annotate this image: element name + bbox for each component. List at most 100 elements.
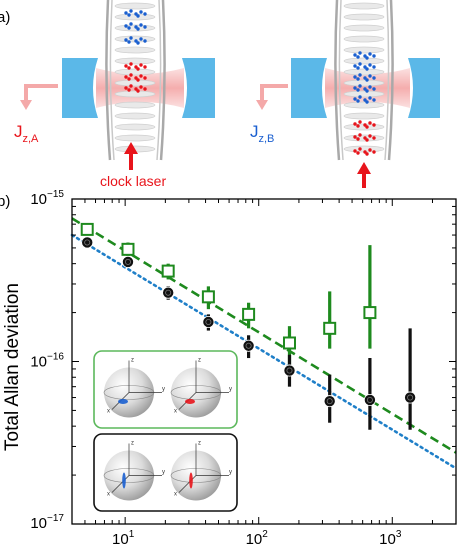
atom: [368, 63, 372, 67]
atom: [356, 77, 360, 81]
y-tick-label: 10−15: [30, 189, 64, 208]
atom: [353, 75, 357, 79]
bloch-axis-label: z: [131, 358, 134, 364]
lattice-site: [343, 13, 385, 21]
clock-laser-arrowhead: [124, 142, 138, 154]
atom: [139, 23, 143, 27]
circle-marker: [162, 286, 175, 299]
atom: [353, 149, 357, 153]
mirror-right-a: [182, 58, 215, 118]
atom: [358, 133, 362, 137]
plot-area: z y x z y x z y x z y x 101 102 103 10−15 10−16 10−17: [30, 189, 458, 548]
atom: [353, 53, 357, 57]
tick-labels: 101 102 103 10−15 10−16 10−17: [30, 189, 401, 548]
bloch-inset: z y x z y x: [93, 350, 238, 429]
atom: [358, 84, 362, 88]
circle-marker-ring: [407, 394, 414, 401]
atom: [368, 134, 372, 138]
atom: [368, 148, 372, 152]
atom: [127, 13, 131, 17]
mirror-left-b: [291, 58, 327, 118]
bloch-x-axis: [111, 475, 130, 493]
atom: [356, 124, 360, 128]
atom: [129, 84, 133, 88]
readout-path-b: [260, 84, 288, 102]
atom: [372, 136, 376, 140]
atom: [372, 65, 376, 69]
atom: [124, 75, 128, 79]
atom: [356, 88, 360, 92]
atom: [143, 39, 147, 43]
atom: [139, 37, 143, 41]
circle-marker: [202, 316, 215, 329]
atom: [372, 76, 376, 80]
circle-marker-ring: [366, 396, 373, 403]
circle-marker: [363, 393, 376, 406]
circle-marker: [404, 391, 417, 404]
atom: [129, 62, 133, 66]
lattice-site: [343, 35, 385, 43]
spin-distribution: [185, 399, 195, 404]
square-marker: [242, 307, 256, 321]
atom: [129, 73, 133, 77]
readout-label-a: Jz,A: [14, 122, 39, 145]
panel-a-label: a): [0, 9, 10, 26]
bloch-axis-label: x: [107, 409, 110, 415]
atom: [136, 27, 140, 31]
bloch-axis-label: y: [162, 387, 165, 393]
lattice-site: [114, 123, 156, 131]
x-tick-label: 101: [112, 529, 135, 548]
atom: [358, 120, 362, 124]
atom: [368, 85, 372, 89]
circle-marker-ring: [326, 398, 333, 405]
atom: [139, 63, 143, 67]
bloch-axis-label: z: [198, 441, 201, 447]
lattice-site: [343, 68, 385, 76]
setup-b: Jz,B: [250, 0, 440, 188]
atom: [127, 66, 131, 70]
setup-a: Jz,A clock laser: [14, 0, 215, 189]
spin-distribution: [122, 472, 126, 489]
data-markers: [80, 222, 417, 408]
atoms-a: [124, 9, 147, 93]
atom: [124, 64, 128, 68]
clock-laser-label: clock laser: [100, 173, 166, 189]
spin-distribution: [118, 399, 128, 404]
atom: [356, 66, 360, 70]
atom: [129, 22, 133, 26]
atom: [368, 121, 372, 125]
circle-marker: [283, 364, 296, 377]
atom: [372, 98, 376, 102]
atom: [365, 78, 369, 82]
bloch-axis-label: z: [198, 358, 201, 364]
atom: [356, 137, 360, 141]
atom: [143, 25, 147, 29]
circle-marker-ring: [286, 367, 293, 374]
atom: [356, 151, 360, 155]
atom: [127, 40, 131, 44]
atom: [365, 138, 369, 142]
square-marker: [121, 242, 135, 256]
lattice-site: [114, 46, 156, 54]
bloch-inset: z y x z y x: [93, 433, 238, 512]
lattice-site: [343, 79, 385, 87]
atom: [372, 150, 376, 154]
axis-ticks: [71, 198, 457, 525]
atom: [127, 26, 131, 30]
atom: [365, 100, 369, 104]
atom: [143, 87, 147, 91]
atom: [139, 85, 143, 89]
atom: [365, 56, 369, 60]
square-marker: [282, 336, 296, 350]
fit-lines: [70, 217, 458, 470]
circle-marker-ring: [165, 289, 172, 296]
bloch-x-axis: [178, 475, 197, 493]
readout-label-b: Jz,B: [250, 122, 274, 145]
atom: [356, 55, 360, 59]
atom: [136, 14, 140, 18]
lattice-site: [343, 112, 385, 120]
lattice-site: [343, 90, 385, 98]
atom: [127, 88, 131, 92]
y-axis-title: Total Allan deviation: [2, 283, 23, 451]
atom: [353, 122, 357, 126]
